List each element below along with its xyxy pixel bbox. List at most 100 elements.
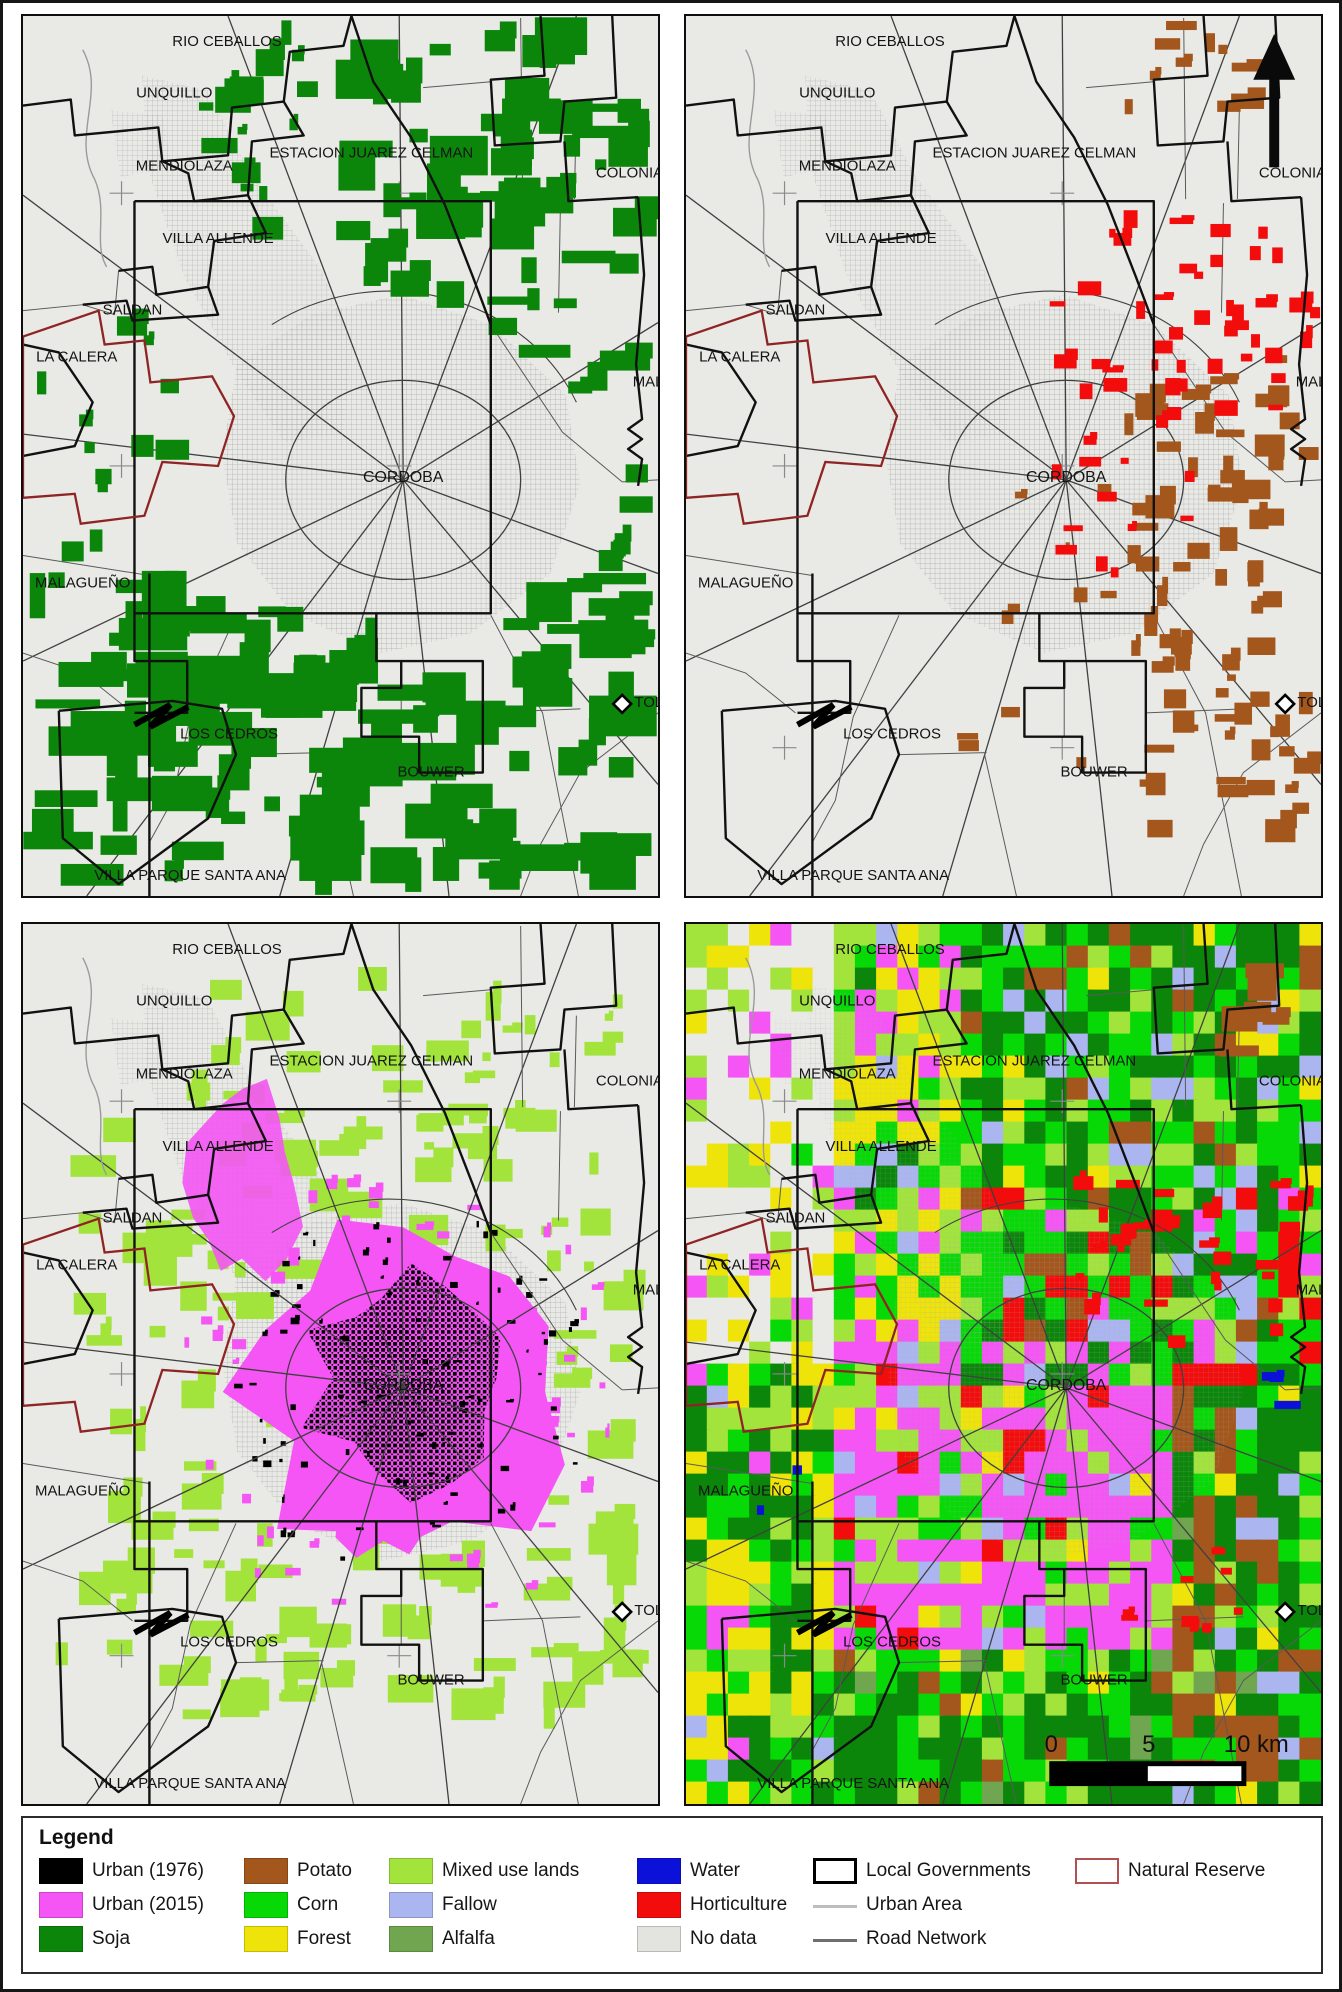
place-labels: RIO CEBALLOS UNQUILLO MENDIOLAZA ESTACION J… bbox=[698, 941, 1321, 1792]
fallow-swatch-icon bbox=[389, 1891, 433, 1918]
map-label: UNQUILLO bbox=[136, 993, 212, 1010]
natural-reserve-outline bbox=[686, 309, 899, 525]
legend-item-label: Road Network bbox=[866, 1927, 987, 1949]
map-label: RIO CEBALLOS bbox=[172, 941, 282, 958]
map-label: UNQUILLO bbox=[799, 85, 875, 102]
legend-item-label: Horticulture bbox=[690, 1893, 788, 1915]
legend-item: Potato bbox=[244, 1856, 389, 1885]
map-panel-full-classification[interactable]: RIO CEBALLOS UNQUILLO MENDIOLAZA ESTACION J… bbox=[684, 922, 1323, 1806]
nodata-swatch-icon bbox=[637, 1925, 681, 1952]
legend-item-label: Water bbox=[690, 1859, 740, 1881]
map-label: ESTACION JUAREZ CELMAN bbox=[933, 144, 1137, 161]
natural-reserve-outline bbox=[23, 1217, 236, 1433]
map-label: VILLA PARQUE SANTA ANA bbox=[757, 1775, 949, 1792]
map-label: SALDAN bbox=[103, 1210, 163, 1227]
graticule-crosses bbox=[772, 1089, 1075, 1668]
urban-area-texture bbox=[805, 983, 1015, 1351]
map-label: CORDOBA bbox=[363, 1377, 444, 1394]
legend-item: Forest bbox=[244, 1924, 389, 1953]
map-label: VILLA ALLENDE bbox=[826, 1138, 937, 1155]
los-cedros-marker bbox=[796, 1610, 853, 1638]
legend-item: Alfalfa bbox=[389, 1924, 637, 1953]
corn-swatch-icon bbox=[244, 1891, 288, 1918]
map-canvas-soja: RIO CEBALLOS UNQUILLO MENDIOLAZA ESTACION J… bbox=[23, 16, 658, 896]
soja-swatch-icon bbox=[39, 1925, 83, 1952]
legend-item: Mixed use lands bbox=[389, 1856, 637, 1885]
water-swatch-icon bbox=[637, 1857, 681, 1884]
los-cedros-marker bbox=[133, 702, 190, 730]
map-label: BOUWER bbox=[1060, 764, 1127, 781]
map-label: LOS CEDROS bbox=[180, 1634, 278, 1651]
scale-tick: 10 km bbox=[1224, 1731, 1289, 1758]
map-label: MALVINAS bbox=[633, 373, 658, 390]
place-labels: RIO CEBALLOS UNQUILLO MENDIOLAZA ESTACION J… bbox=[35, 33, 658, 884]
legend-item: Urban (1976) bbox=[39, 1856, 244, 1885]
los-cedros-marker bbox=[133, 1610, 190, 1638]
alfalfa-swatch-icon bbox=[389, 1925, 433, 1952]
legend-title: Legend bbox=[39, 1826, 114, 1849]
map-panel-urban-growth[interactable]: RIO CEBALLOS UNQUILLO MENDIOLAZA ESTACION J… bbox=[21, 922, 660, 1806]
los-cedros-marker bbox=[796, 702, 853, 730]
map-label: LA CALERA bbox=[699, 1256, 780, 1273]
local-government-boundaries bbox=[23, 16, 646, 896]
map-label: BOUWER bbox=[397, 1672, 464, 1689]
forest-swatch-icon bbox=[244, 1925, 288, 1952]
map-label: LOS CEDROS bbox=[843, 726, 941, 743]
local-government-boundaries bbox=[23, 924, 646, 1804]
map-label: RIO CEBALLOS bbox=[835, 33, 945, 50]
map-canvas-full-classification: RIO CEBALLOS UNQUILLO MENDIOLAZA ESTACION J… bbox=[686, 924, 1321, 1804]
urban1976-swatch-icon bbox=[39, 1857, 83, 1884]
legend-item-label: Urban (1976) bbox=[92, 1859, 204, 1881]
map-label: MALVINAS bbox=[1296, 373, 1321, 390]
scale-tick: 0 bbox=[1045, 1731, 1058, 1758]
place-labels: RIO CEBALLOS UNQUILLO MENDIOLAZA ESTACION J… bbox=[698, 33, 1321, 884]
map-label: MALAGUEÑO bbox=[35, 574, 130, 591]
map-label: RIO CEBALLOS bbox=[835, 941, 945, 958]
legend-item: No data bbox=[637, 1924, 813, 1953]
legend-item: Water bbox=[637, 1856, 813, 1885]
north-arrow-icon bbox=[1253, 33, 1296, 168]
map-label: MENDIOLAZA bbox=[136, 1065, 233, 1082]
urban2015-swatch-icon bbox=[39, 1891, 83, 1918]
legend-item: Natural Reserve bbox=[1075, 1856, 1307, 1885]
legend-item-label: Urban (2015) bbox=[92, 1893, 204, 1915]
legend-item: Urban Area bbox=[813, 1890, 1075, 1919]
map-label: LOS CEDROS bbox=[180, 726, 278, 743]
legend-item-label: Corn bbox=[297, 1893, 339, 1915]
legend-item: Road Network bbox=[813, 1924, 1075, 1953]
legend: Legend Urban (1976) Urban (2015) Soja Potat… bbox=[21, 1816, 1323, 1974]
potato-swatch-icon bbox=[244, 1857, 288, 1884]
map-label: LA CALERA bbox=[36, 1256, 117, 1273]
map-panel-potato-horticulture[interactable]: RIO CEBALLOS UNQUILLO MENDIOLAZA ESTACION J… bbox=[684, 14, 1323, 898]
legend-item-label: Fallow bbox=[442, 1893, 497, 1915]
scale-bar: 0 5 10 km bbox=[1045, 1731, 1289, 1787]
map-label: UNQUILLO bbox=[136, 85, 212, 102]
map-panel-soja[interactable]: RIO CEBALLOS UNQUILLO MENDIOLAZA ESTACION J… bbox=[21, 14, 660, 898]
map-label: COLONIA TIROLESA bbox=[596, 164, 658, 181]
legend-column: Potato Corn Forest bbox=[244, 1856, 389, 1953]
legend-item-label: Forest bbox=[297, 1927, 351, 1949]
map-label: VILLA ALLENDE bbox=[163, 1138, 274, 1155]
graticule-crosses bbox=[109, 1089, 412, 1668]
mixed-swatch-icon bbox=[389, 1857, 433, 1884]
legend-item: Fallow bbox=[389, 1890, 637, 1919]
map-label: COLONIA TIROLESA bbox=[1259, 1072, 1321, 1089]
map-label: COLONIA TIROLESA bbox=[596, 1072, 658, 1089]
map-label: SALDAN bbox=[766, 1210, 826, 1227]
legend-item: Corn bbox=[244, 1890, 389, 1919]
legend-item: Urban (2015) bbox=[39, 1890, 244, 1919]
legend-item-label: Soja bbox=[92, 1927, 131, 1949]
map-label: SALDAN bbox=[103, 302, 163, 319]
horticulture-swatch-icon bbox=[637, 1891, 681, 1918]
toledo-diamond-marker bbox=[611, 1601, 633, 1623]
map-label: MALAGUEÑO bbox=[698, 574, 793, 591]
legend-item: Horticulture bbox=[637, 1890, 813, 1919]
urban-area-texture bbox=[142, 75, 352, 443]
legend-item: Local Governments bbox=[813, 1856, 1075, 1885]
legend-column: Natural Reserve bbox=[1075, 1856, 1307, 1885]
legend-item-label: No data bbox=[690, 1927, 757, 1949]
legend-column: Urban (1976) Urban (2015) Soja bbox=[39, 1856, 244, 1953]
legend-item-label: Local Governments bbox=[866, 1859, 1031, 1881]
map-label: MALAGUEÑO bbox=[698, 1482, 793, 1499]
local-government-boundaries bbox=[686, 924, 1309, 1804]
